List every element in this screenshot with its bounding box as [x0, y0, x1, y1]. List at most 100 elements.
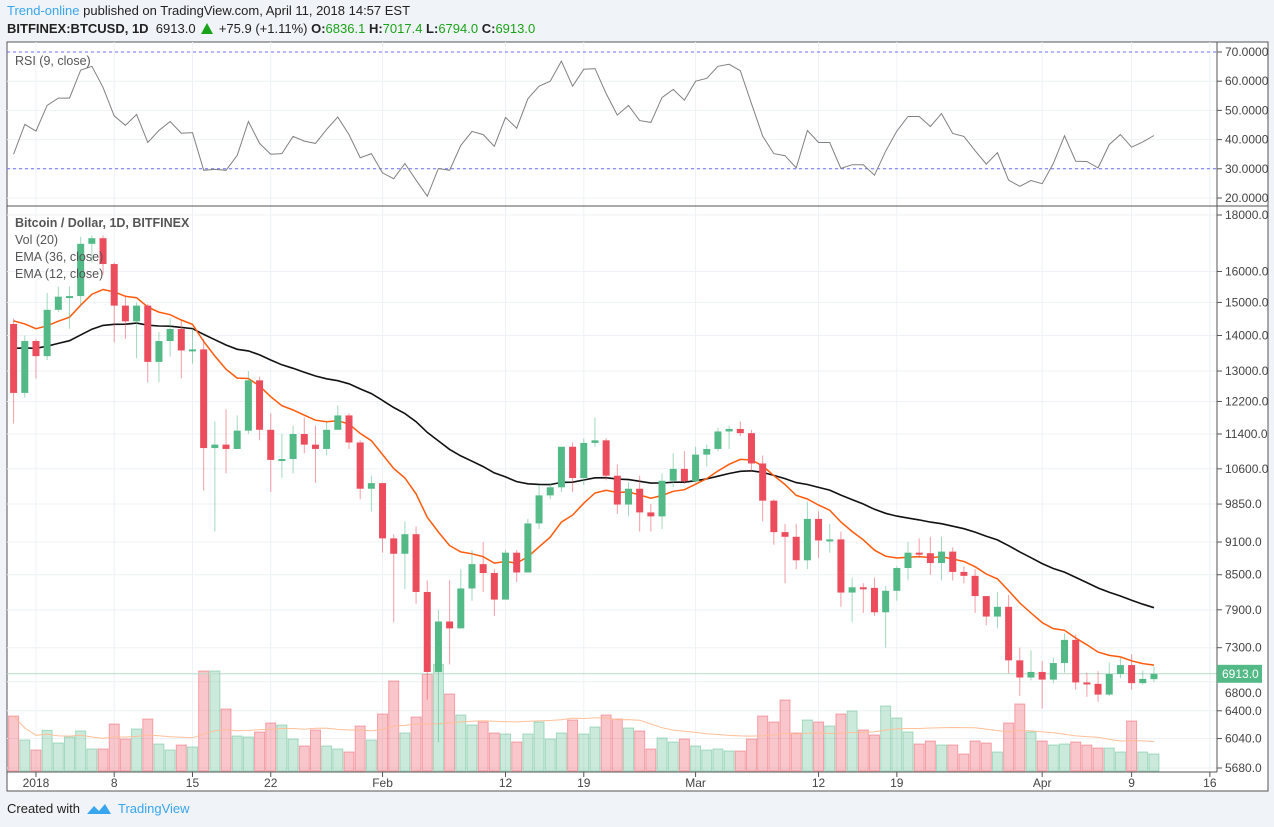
x-tick-label: 12 [812, 776, 826, 790]
candle-body [993, 606, 1001, 617]
candle [524, 518, 532, 573]
candle-body [926, 553, 934, 564]
candle [1061, 633, 1069, 673]
candle-body [502, 552, 510, 600]
candle-body [759, 463, 767, 501]
candle-body [848, 587, 856, 593]
axes[interactable]: 2018 8 15 22 Feb 12 19 Mar 12 19 Apr 9 16 70.0000 60.0… [23, 45, 1269, 790]
price-tick-label: 7300.0 [1225, 641, 1262, 655]
x-tick-label: Mar [685, 776, 706, 790]
candle [859, 583, 867, 613]
volume-bar [365, 739, 377, 772]
candle-body [569, 446, 577, 479]
author-link[interactable]: Trend-online [7, 3, 80, 18]
x-tick-label: Apr [1033, 776, 1052, 790]
volume-bar [254, 731, 266, 772]
candle [121, 296, 129, 339]
candle [781, 523, 789, 584]
candle [960, 566, 968, 584]
price-tick-label: 6800.0 [1225, 686, 1262, 700]
candle-body [770, 500, 778, 533]
volume-bar [980, 742, 992, 772]
candle-body [267, 429, 275, 460]
candle-body [647, 512, 655, 517]
candle-body [1150, 673, 1158, 680]
candle-body [882, 590, 890, 613]
candle-body [971, 575, 979, 597]
candle [1094, 671, 1102, 702]
volume-bar [824, 725, 836, 772]
candle [323, 421, 331, 456]
rsi-pane[interactable] [7, 51, 1217, 198]
legend-ema36: EMA (36, close) [15, 250, 103, 264]
candle-body [278, 459, 286, 462]
candle [736, 421, 744, 437]
candle [1027, 650, 1035, 681]
candle-body [613, 475, 621, 505]
candle-body [1072, 639, 1080, 683]
candle [569, 442, 577, 493]
candle [602, 438, 610, 481]
volume-bar [723, 750, 735, 772]
candle-body [490, 573, 498, 600]
volume-ma-line [13, 715, 1155, 742]
candle [133, 302, 141, 359]
candle-body [244, 380, 252, 431]
candle-body [960, 571, 968, 576]
volume-bar [544, 738, 556, 772]
volume-bar [1059, 743, 1071, 772]
price-tick-label: 9100.0 [1225, 535, 1262, 549]
price-pane[interactable] [7, 235, 1217, 743]
open-label: O: [311, 21, 326, 36]
volume-bar [790, 732, 802, 772]
candle [423, 580, 431, 700]
volume-bar [477, 721, 489, 772]
candle-body [736, 428, 744, 434]
volume-bar [902, 731, 914, 772]
candle-body [915, 552, 923, 555]
candle [747, 429, 755, 472]
candle [904, 542, 912, 581]
volume-bar [500, 733, 512, 772]
candle-body [423, 591, 431, 672]
candle [703, 444, 711, 467]
volume-bar [354, 725, 366, 772]
volume-bar [868, 734, 880, 772]
volume-bar [209, 670, 221, 772]
candle [870, 577, 878, 616]
candle [1005, 594, 1013, 674]
chart-canvas[interactable]: 2018 8 15 22 Feb 12 19 Mar 12 19 Apr 9 16 70.0000 60.0… [0, 0, 1274, 800]
volume-bar [522, 733, 534, 772]
volume-bar [745, 738, 757, 772]
volume-layer [8, 663, 1160, 772]
candle-body [121, 305, 129, 322]
candle [43, 292, 51, 361]
last-price: 6913.0 [155, 21, 196, 36]
volume-bar [488, 732, 500, 772]
candle-body [893, 568, 901, 591]
candle [390, 534, 398, 623]
price-tick-label: 11400.0 [1225, 427, 1268, 441]
candle [188, 328, 196, 364]
candle-body [859, 587, 867, 590]
volume-bar [19, 739, 31, 772]
candle-body [446, 621, 454, 629]
candle [177, 320, 185, 379]
volume-bar [198, 670, 210, 772]
candle [54, 286, 62, 313]
volume-bar [97, 748, 109, 772]
candle [356, 440, 364, 500]
tradingview-brand-link[interactable]: TradingView [117, 801, 190, 816]
candle-body [513, 552, 521, 573]
candle [882, 586, 890, 648]
candle [949, 547, 957, 581]
volume-bar [186, 746, 198, 772]
volume-bar [734, 750, 746, 772]
rsi-legend: RSI (9, close) [15, 54, 91, 68]
candle-body [557, 446, 565, 488]
price-tick-label: 10600.0 [1225, 462, 1269, 476]
close-value: 6913.0 [495, 21, 536, 36]
volume-bar [600, 714, 612, 772]
candle [692, 446, 700, 483]
volume-bar [108, 723, 120, 772]
